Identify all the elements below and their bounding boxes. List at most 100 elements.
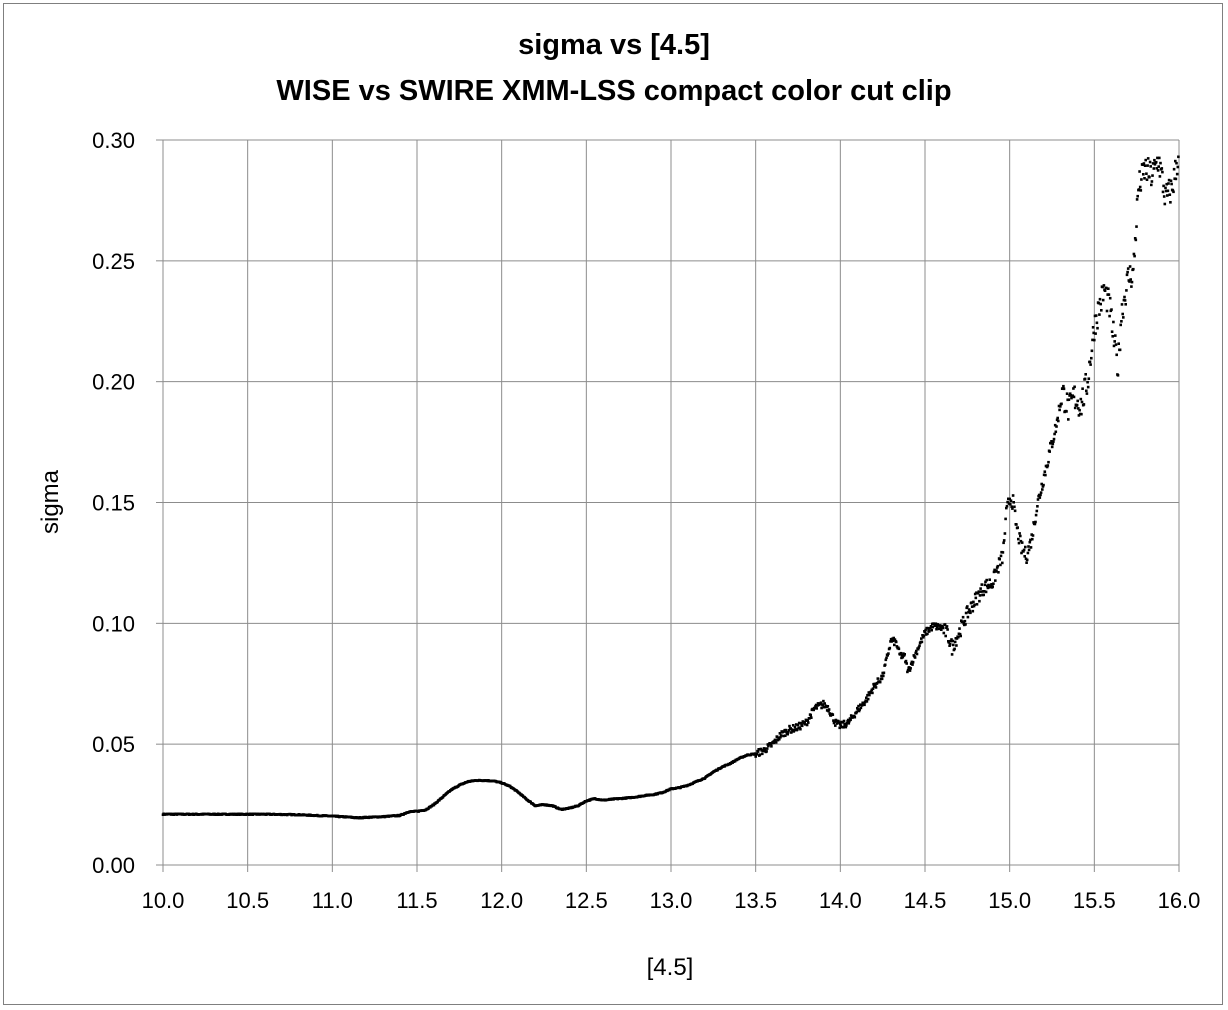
data-point [1085,392,1089,395]
data-point [1035,509,1039,513]
data-point [993,568,996,572]
data-point [970,601,973,604]
data-point [995,569,998,572]
data-point [1130,280,1134,284]
data-point [786,732,789,736]
x-tick-label: 12.0 [480,888,523,913]
data-point [1060,402,1063,406]
data-point [809,713,812,717]
data-point [1062,387,1066,391]
data-point [831,713,835,716]
data-point [938,624,942,627]
data-point [1077,407,1080,410]
data-point [972,600,975,604]
data-point [1156,156,1159,160]
data-point [982,593,985,597]
data-point [1107,287,1110,290]
data-point [1174,177,1178,181]
data-point [1129,278,1132,281]
data-point [1044,473,1047,477]
data-point [924,628,927,632]
data-point [1067,398,1071,401]
data-point [941,626,945,630]
data-point [1133,254,1136,258]
data-point [1042,483,1045,487]
data-point [911,660,915,664]
data-point [1156,169,1160,172]
data-point [1130,285,1133,288]
data-point [915,652,919,656]
data-point [1038,496,1042,499]
data-point [918,644,921,648]
data-point [1059,405,1062,408]
data-point [860,704,864,707]
data-point [950,653,954,656]
data-point [983,583,987,587]
data-point [787,731,790,734]
data-point [970,605,974,608]
data-point [942,631,946,635]
data-point [940,628,943,631]
data-point [1017,537,1020,541]
data-point [1145,178,1149,181]
data-point [848,719,851,723]
data-point [778,732,782,735]
data-point [1027,548,1031,552]
data-point [1102,284,1106,287]
data-point [1015,523,1018,526]
data-point [856,708,860,711]
data-point [757,748,760,751]
data-point [961,620,964,623]
data-point [1041,485,1045,488]
data-point [823,702,826,705]
data-point [1122,316,1125,319]
data-point [920,640,924,644]
data-point [1082,403,1086,406]
x-tick-label: 10.0 [142,888,185,913]
data-point [822,699,825,703]
data-point [756,750,760,753]
data-point [999,554,1003,558]
data-point [997,571,1000,574]
data-point [927,630,931,633]
data-point [1070,396,1073,400]
data-point [1013,509,1017,513]
data-point [1158,175,1162,178]
data-point [1093,338,1096,342]
data-point [767,744,770,748]
data-point [1097,301,1101,305]
data-point [871,687,875,690]
data-point [1031,534,1035,537]
data-point [1125,273,1129,277]
data-point [779,734,783,737]
data-point [934,624,937,627]
y-tick-label: 0.10 [92,611,135,636]
data-point [1020,551,1023,555]
data-point [1116,374,1120,377]
data-point [1051,442,1055,446]
data-point [897,647,901,651]
data-point [883,663,887,667]
data-point [1146,164,1149,167]
data-point [1058,408,1061,412]
data-point [920,637,923,640]
x-tick-label: 11.0 [312,888,353,913]
chart-frame [3,3,1223,1005]
data-point [1092,331,1095,335]
data-point [815,707,818,710]
data-point [774,738,777,742]
data-point [939,626,942,629]
data-point [1086,380,1089,384]
data-point [1022,550,1025,553]
data-point [762,749,765,753]
data-point [900,654,904,657]
data-point [1107,293,1111,296]
data-point [1023,555,1026,558]
data-point [962,622,965,625]
data-point [891,639,895,642]
data-point [1080,400,1084,404]
x-tick-labels: 10.0 10.5 11.0 11.5 12.0 12.5 13.0 13.5 14.0 14.5… [142,888,1201,913]
data-point [1132,252,1136,256]
y-tick-label: 0.30 [92,128,135,153]
data-point [1072,395,1076,399]
